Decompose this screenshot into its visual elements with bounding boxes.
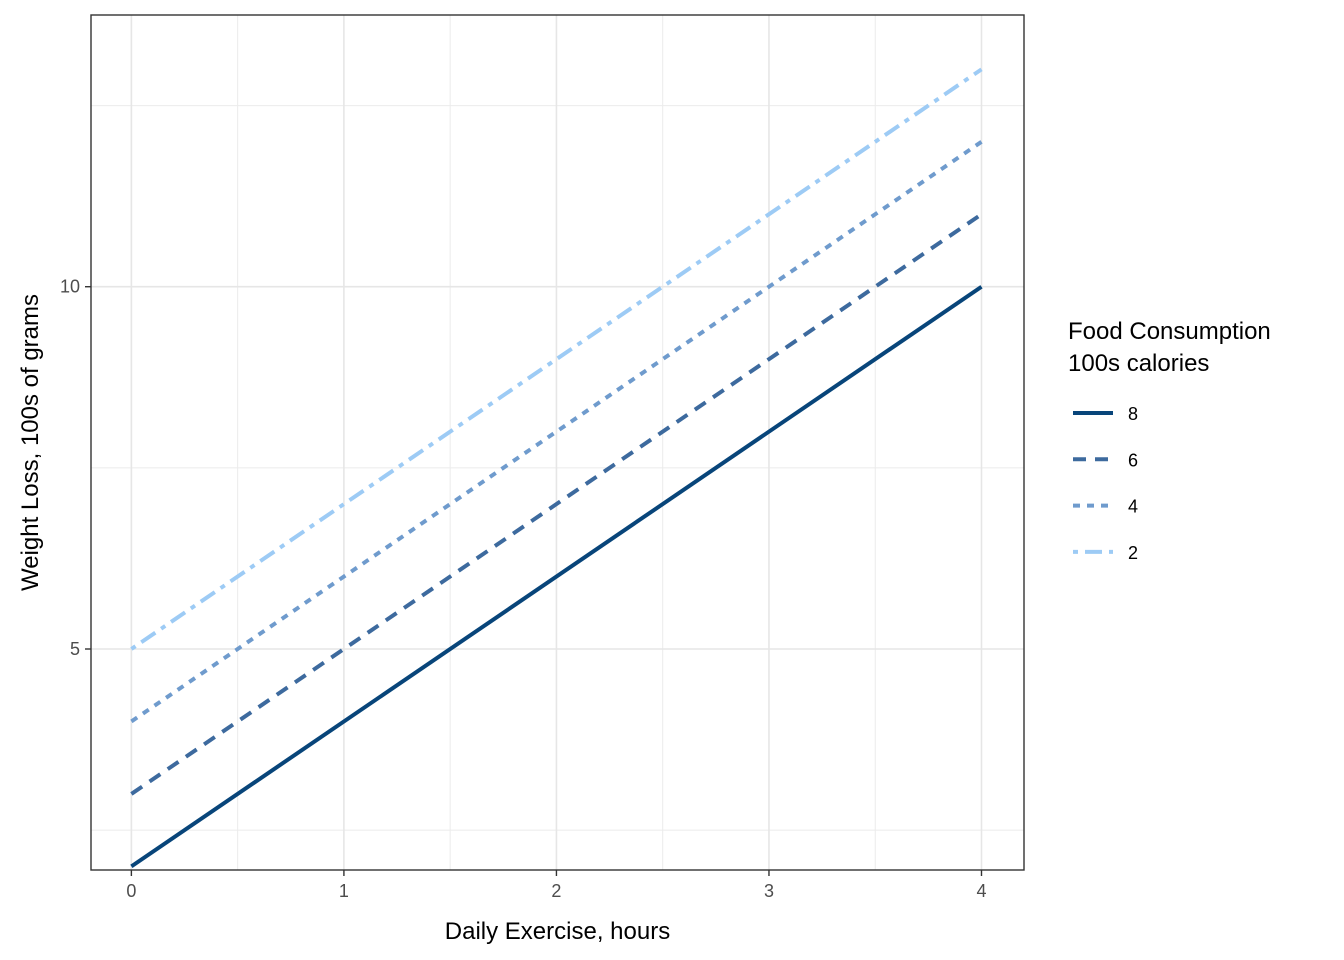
legend-label-6: 6	[1128, 450, 1138, 470]
legend-label-4: 4	[1128, 497, 1138, 517]
x-tick-label: 4	[976, 881, 986, 901]
x-tick-label: 2	[551, 881, 561, 901]
x-tick-label: 0	[126, 881, 136, 901]
series-line-4	[130, 140, 983, 724]
legend-label-8: 8	[1128, 404, 1138, 424]
series-line-2	[130, 67, 983, 651]
y-axis-title: Weight Loss, 100s of grams	[17, 294, 44, 591]
y-tick-label: 10	[60, 277, 80, 297]
plot-panel-border	[90, 14, 1025, 871]
minor-gridlines	[91, 15, 1024, 870]
x-axis: 0 1 2 3 4	[126, 870, 987, 901]
series-lines	[130, 67, 983, 869]
y-tick-label: 5	[70, 639, 80, 659]
legend-items: 8 6 4 2	[1073, 404, 1138, 563]
legend: Food Consumption 100s calories 8 6 4 2	[1068, 318, 1271, 563]
legend-title-line-2: 100s calories	[1068, 350, 1209, 377]
major-gridlines	[91, 15, 1024, 870]
x-axis-title: Daily Exercise, hours	[445, 918, 670, 945]
legend-label-2: 2	[1128, 543, 1138, 563]
series-line-6	[130, 212, 983, 796]
x-tick-label: 1	[339, 881, 349, 901]
legend-title-line-1: Food Consumption	[1068, 318, 1271, 345]
series-line-8	[130, 285, 983, 869]
y-axis: 5 10	[60, 277, 91, 659]
x-tick-label: 3	[764, 881, 774, 901]
